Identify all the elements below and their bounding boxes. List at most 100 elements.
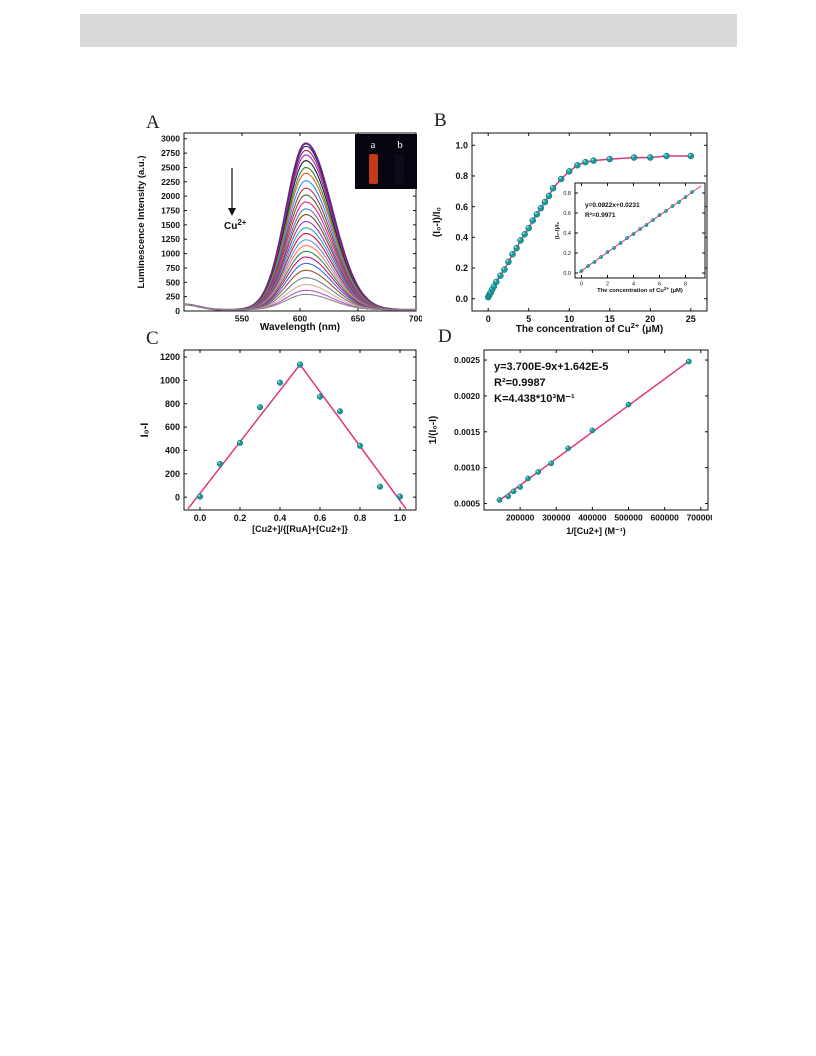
chart-a-inset-label-a: a bbox=[371, 139, 376, 151]
chart-a-ytick-label: 500 bbox=[166, 277, 180, 287]
chart-b-inset-ylabel: (I₀-I)/I₀ bbox=[555, 221, 561, 239]
chart-d-data-point bbox=[548, 460, 555, 467]
chart-b-data-point-highlight bbox=[648, 155, 651, 158]
chart-b-data-point bbox=[565, 168, 573, 175]
chart-b-ytick-label: 0.8 bbox=[455, 171, 468, 181]
chart-b-ytick-label: 0.0 bbox=[455, 294, 468, 304]
chart-b-xlabel: The concentration of Cu2+ (μM) bbox=[516, 321, 663, 335]
chart-b-data-point bbox=[663, 152, 670, 160]
chart-b-inset-point bbox=[670, 204, 675, 208]
chart-d-data-point bbox=[496, 497, 503, 503]
chart-d-xlabel: 1/[Cu2+] (M⁻¹) bbox=[566, 526, 626, 536]
chart-b-data-point bbox=[537, 204, 545, 212]
chart-b-inset-ytick-label: 0.2 bbox=[563, 251, 571, 257]
chart-a-inset-label-b: b bbox=[397, 139, 403, 151]
chart-c-data-point-highlight bbox=[378, 484, 380, 487]
chart-d-ytick-label: 0.0025 bbox=[454, 355, 480, 365]
chart-c-ytick-label: 0 bbox=[175, 492, 180, 502]
chart-b-data-point bbox=[647, 154, 654, 161]
chart-c-data-point bbox=[316, 393, 324, 400]
chart-a-ytick-label: 1750 bbox=[161, 205, 180, 215]
chart-c-data-point-highlight bbox=[338, 409, 340, 412]
chart-b-data-point-highlight bbox=[514, 245, 517, 249]
chart-b-inset-point bbox=[592, 260, 597, 264]
chart-a-ytick-label: 0 bbox=[175, 306, 180, 316]
chart-c-data-point bbox=[336, 408, 344, 415]
chart-c-data-point-highlight bbox=[198, 494, 200, 497]
chart-b-data-point-highlight bbox=[506, 259, 509, 262]
chart-b-data-point-highlight bbox=[546, 193, 549, 196]
chart-c-ytick-label: 800 bbox=[165, 399, 180, 409]
chart-b-inset-point-highlight bbox=[593, 260, 595, 262]
chart-b-inset-point-highlight bbox=[664, 209, 666, 211]
chart-d-annotation: R²=0.9987 bbox=[494, 377, 546, 389]
chart-b-inset-point bbox=[625, 236, 629, 240]
chart-c-ytick-label: 1000 bbox=[160, 376, 180, 386]
chart-c-xlabel: [Cu2+]/{[RuA]+[Cu2+]} bbox=[252, 524, 348, 534]
chart-b-data-point-highlight bbox=[591, 158, 594, 161]
chart-b-inset-xtick-label: 4 bbox=[632, 282, 635, 288]
chart-d-ytick-label: 0.0020 bbox=[454, 391, 480, 401]
chart-b-inset-point bbox=[586, 264, 590, 268]
chart-d-xtick-label: 400000 bbox=[578, 513, 607, 523]
chart-b-inset-point-highlight bbox=[599, 255, 601, 257]
chart-b-inset-point bbox=[579, 269, 584, 273]
chart-d-data-point-highlight bbox=[687, 359, 689, 362]
chart-c-data-point-highlight bbox=[298, 362, 300, 365]
chart-b-data-point bbox=[525, 224, 532, 232]
chart-d-ytick-label: 0.0005 bbox=[454, 499, 480, 509]
chart-d-ylabel: 1/(I₀-I) bbox=[428, 416, 439, 444]
chart-b-xtick-label: 10 bbox=[564, 314, 574, 324]
chart-d-data-point bbox=[517, 484, 523, 490]
chart-a-ytick-label: 3000 bbox=[161, 134, 180, 144]
chart-d-data-point-highlight bbox=[549, 461, 552, 464]
chart-b-data-point bbox=[687, 152, 695, 160]
chart-a-series-line bbox=[183, 262, 416, 311]
chart-b-data-point bbox=[574, 161, 581, 169]
chart-c-ytick-label: 600 bbox=[165, 422, 180, 432]
chart-a-series-line bbox=[183, 245, 416, 311]
chart-b-data-point bbox=[549, 184, 557, 192]
chart-a-series-line bbox=[183, 227, 416, 311]
chart-b-inset-point bbox=[657, 213, 662, 217]
chart-b-data-point-highlight bbox=[494, 279, 497, 282]
chart-b-data-point-highlight bbox=[538, 206, 541, 209]
chart-b-inset-xlabel: The concentration of Cu2+ (μM) bbox=[597, 286, 683, 294]
chart-b-inset-point-highlight bbox=[658, 213, 660, 215]
chart-b-data-point-highlight bbox=[542, 199, 545, 203]
chart-a-ytick-label: 2000 bbox=[161, 191, 180, 201]
chart-b-xtick-label: 25 bbox=[686, 314, 696, 324]
chart-b-inset-ytick-label: 0.6 bbox=[563, 211, 571, 217]
chart-b-inset-point-highlight bbox=[677, 200, 679, 202]
chart-b-inset-point bbox=[612, 246, 616, 250]
chart-d-ytick-label: 0.0015 bbox=[454, 427, 480, 437]
chart-d-data-point bbox=[589, 427, 596, 434]
chart-b-data-point bbox=[517, 237, 524, 244]
panel-label-b: B bbox=[434, 110, 447, 131]
chart-b-data-point bbox=[513, 244, 520, 252]
chart-b-data-point-highlight bbox=[575, 163, 578, 166]
header-bar bbox=[80, 14, 737, 47]
chart-c-data-point bbox=[356, 442, 364, 449]
chart-c-data-point bbox=[216, 460, 224, 467]
chart-c-data-point bbox=[256, 404, 264, 411]
chart-b-data-point bbox=[630, 154, 638, 161]
chart-d-data-point-highlight bbox=[626, 402, 629, 405]
chart-b-inset-point bbox=[638, 227, 642, 231]
chart-d-data-point bbox=[565, 445, 572, 452]
chart-a-vial-a bbox=[369, 154, 378, 184]
chart-a-ytick-label: 2250 bbox=[161, 177, 180, 187]
chart-a-xlabel: Wavelength (nm) bbox=[260, 322, 340, 333]
chart-b-inset-xtick-label: 8 bbox=[684, 282, 687, 288]
chart-b-data-point-highlight bbox=[559, 176, 562, 180]
chart-c-data-point bbox=[376, 483, 384, 490]
chart-b-data-point bbox=[521, 231, 528, 238]
chart-b-data-point bbox=[509, 250, 516, 258]
chart-b-ytick-label: 1.0 bbox=[455, 140, 468, 150]
chart-a-inset-photo bbox=[355, 134, 417, 189]
chart-d-data-point bbox=[510, 488, 517, 495]
chart-b-inset-ytick-label: 0.8 bbox=[563, 191, 571, 197]
chart-b-data-point bbox=[590, 157, 597, 164]
